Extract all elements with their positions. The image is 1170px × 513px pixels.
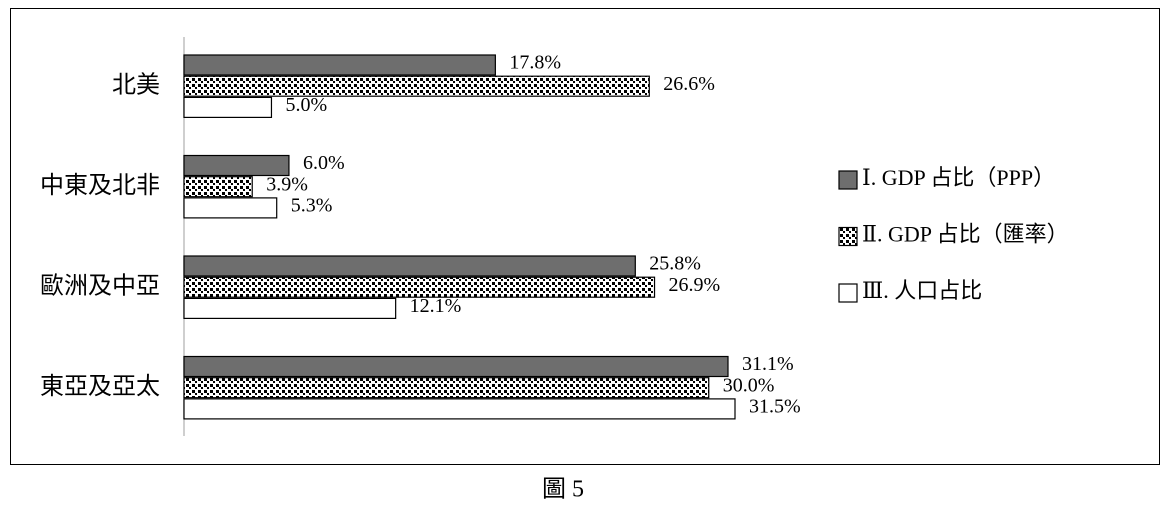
- category-label: 歐洲及中亞: [40, 272, 160, 299]
- bar: [183, 297, 397, 319]
- legend-label: Ⅰ. GDP 占比（PPP）: [862, 165, 1055, 190]
- value-label: 26.6%: [663, 73, 715, 95]
- value-label: 12.1%: [410, 295, 462, 317]
- value-label: 5.3%: [291, 194, 333, 216]
- bar: [183, 154, 290, 177]
- value-label: 17.8%: [509, 52, 561, 74]
- value-label: 30.0%: [723, 374, 775, 396]
- bar: [183, 96, 273, 119]
- bar: [183, 276, 656, 298]
- bar: [183, 255, 636, 277]
- bar: [183, 75, 650, 97]
- caption: 圖 5: [542, 477, 584, 503]
- value-label: 25.8%: [649, 253, 701, 275]
- legend-label: Ⅱ. GDP 占比（匯率）: [862, 222, 1069, 247]
- value-label: 3.9%: [266, 173, 308, 195]
- bar: [183, 355, 729, 378]
- value-label: 31.5%: [749, 395, 801, 417]
- bar: [183, 197, 278, 219]
- bar: [183, 398, 736, 420]
- value-label: 31.1%: [742, 353, 794, 375]
- legend-swatch: [838, 170, 858, 190]
- category-label: 東亞及亞太: [40, 373, 160, 400]
- category-label: 中東及北非: [40, 172, 160, 199]
- value-label: 6.0%: [303, 152, 345, 174]
- legend-label: Ⅲ. 人口占比: [862, 278, 982, 303]
- value-label: 5.0%: [285, 94, 327, 116]
- bar: [183, 377, 710, 399]
- bar: [183, 176, 253, 198]
- frame: [10, 8, 1160, 465]
- legend-swatch: [838, 283, 858, 303]
- legend-swatch: [838, 226, 858, 247]
- category-label: 北美: [112, 71, 160, 98]
- bar: [183, 54, 496, 76]
- value-label: 26.9%: [669, 274, 721, 296]
